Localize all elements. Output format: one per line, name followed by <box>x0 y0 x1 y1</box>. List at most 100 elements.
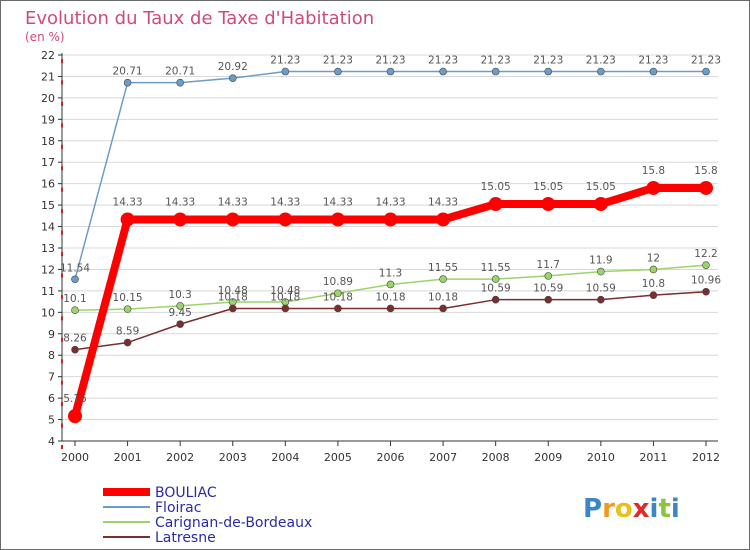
x-tick-label: 2000 <box>61 451 89 464</box>
data-point <box>699 180 713 195</box>
data-point <box>123 338 132 347</box>
data-point <box>176 78 184 87</box>
data-label: 10.59 <box>533 283 563 295</box>
data-point <box>281 67 290 76</box>
data-point <box>225 212 240 227</box>
data-label: 10.18 <box>375 291 405 303</box>
data-point <box>491 295 500 304</box>
data-label: 14.33 <box>323 196 353 208</box>
data-label: 12.2 <box>694 248 717 260</box>
axes: 4 5 6 7 8 9 10 11 12 13 14 15 16 17 18 19 20 21 22 2000 2001… <box>41 49 720 464</box>
x-tick-label: 2010 <box>587 451 615 464</box>
data-label: 21.23 <box>586 55 616 67</box>
logo-letter: i <box>671 494 680 524</box>
data-label: 21.23 <box>270 55 300 67</box>
data-point <box>71 306 79 314</box>
data-point <box>281 304 290 313</box>
x-tick-label: 2011 <box>639 451 667 464</box>
data-labels: 5.16 14.33 14.33 14.33 14.33 14.33 14.33 14.33 1… <box>60 55 721 406</box>
data-point <box>71 275 79 284</box>
x-tick-label: 2004 <box>271 451 299 464</box>
data-label: 21.23 <box>428 55 458 67</box>
data-label: 10.8 <box>642 278 665 290</box>
data-label: 10.15 <box>113 292 143 304</box>
y-tick-label: 4 <box>48 435 55 448</box>
data-label: 9.45 <box>168 307 191 319</box>
logo-letter: r <box>602 494 615 524</box>
data-point <box>123 78 132 87</box>
data-label: 10.48 <box>270 285 300 297</box>
data-point <box>386 67 395 76</box>
legend: BOULIACFloiracCarignan-de-BordeauxLatres… <box>103 485 312 546</box>
data-point <box>702 67 710 76</box>
series-latresne <box>71 287 710 354</box>
logo-letter: i <box>650 494 659 524</box>
data-label: 11.3 <box>379 267 402 279</box>
data-label: 15.8 <box>694 165 717 177</box>
data-label: 8.26 <box>63 333 87 345</box>
y-tick-label: 15 <box>41 199 55 212</box>
data-point <box>176 320 184 328</box>
data-point <box>488 197 503 212</box>
data-label: 10.59 <box>586 283 616 295</box>
data-point <box>68 409 82 424</box>
data-point <box>334 289 342 298</box>
data-point <box>228 74 237 82</box>
data-point <box>330 212 345 227</box>
grid-lines <box>62 54 718 421</box>
data-label: 10.18 <box>270 291 300 303</box>
x-tick-label: 2002 <box>166 451 194 464</box>
data-point <box>649 67 658 76</box>
x-tick-label: 2008 <box>482 451 510 464</box>
data-point <box>436 212 451 227</box>
data-point <box>173 212 188 227</box>
data-point <box>176 302 184 310</box>
data-label: 21.23 <box>481 55 511 67</box>
data-point <box>649 291 658 299</box>
y-tick-label: 13 <box>41 242 55 255</box>
y-tick-label: 22 <box>41 49 55 62</box>
data-label: 14.33 <box>375 196 405 208</box>
series-lines <box>68 67 713 424</box>
data-point <box>386 280 395 289</box>
data-point <box>439 304 447 313</box>
data-point <box>123 305 132 313</box>
data-point <box>491 67 500 76</box>
data-label: 10.1 <box>63 293 86 305</box>
data-label: 10.96 <box>691 275 721 287</box>
logo-letter: P <box>583 494 602 524</box>
data-point <box>544 272 553 280</box>
data-label: 14.33 <box>428 196 458 208</box>
y-tick-label: 19 <box>41 113 55 126</box>
x-tick-label: 2003 <box>219 451 247 464</box>
data-point <box>649 265 658 274</box>
data-label: 21.23 <box>638 55 668 67</box>
y-tick-label: 14 <box>41 221 55 234</box>
data-label: 11.9 <box>589 255 612 267</box>
data-label: 12 <box>647 252 660 264</box>
data-label: 10.89 <box>323 276 353 288</box>
data-point <box>597 295 605 304</box>
logo-letter: x <box>633 494 650 524</box>
data-label: 11.55 <box>428 262 458 274</box>
data-label: 10.18 <box>323 291 353 303</box>
data-point <box>334 67 342 76</box>
series-bouliac <box>68 180 713 424</box>
x-tick-label: 2001 <box>114 451 142 464</box>
data-point <box>544 67 553 76</box>
y-tick-label: 17 <box>41 156 55 169</box>
data-label: 5.16 <box>63 393 87 405</box>
data-point <box>597 67 605 76</box>
legend-label: BOULIAC <box>155 485 217 501</box>
data-point <box>383 212 398 227</box>
data-label: 8.59 <box>116 326 139 338</box>
data-label: 10.18 <box>428 291 458 303</box>
data-label: 14.33 <box>270 196 300 208</box>
proxiti-logo: Proxiti <box>583 494 680 524</box>
data-label: 15.05 <box>586 181 616 193</box>
x-tick-label: 2012 <box>692 451 720 464</box>
chart-title: Evolution du Taux de Taxe d'Habitation <box>25 8 374 29</box>
data-label: 15.05 <box>533 181 563 193</box>
data-label: 20.71 <box>113 66 143 78</box>
